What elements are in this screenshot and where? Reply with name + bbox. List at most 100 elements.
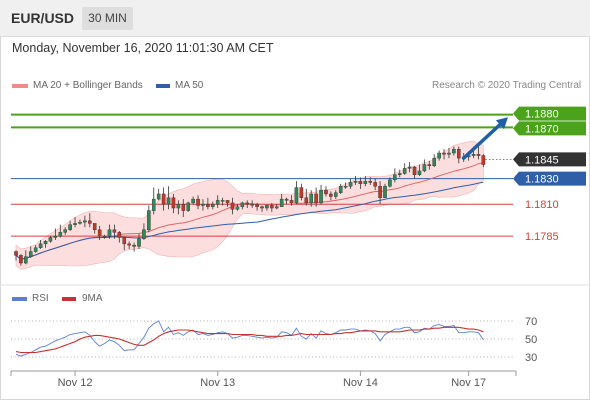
candle	[447, 147, 451, 159]
candle	[393, 168, 397, 183]
candle-body	[225, 200, 230, 204]
candle	[186, 201, 191, 212]
chart-credit: Research © 2020 Trading Central	[432, 80, 582, 91]
candle	[68, 220, 72, 232]
ma20-legend-label: MA 20 + Bollinger Bands	[33, 80, 143, 91]
candle-body	[206, 203, 210, 207]
rsi-legend-swatch	[12, 297, 27, 301]
candle	[422, 159, 427, 173]
candle	[137, 233, 141, 249]
candle-body	[43, 241, 48, 245]
candle	[87, 213, 92, 228]
candle	[260, 205, 264, 212]
candlesticks	[14, 142, 486, 266]
candle	[171, 193, 176, 214]
candle	[319, 185, 323, 205]
candle	[329, 191, 333, 201]
candle-body	[102, 235, 107, 238]
candle-body	[161, 193, 166, 205]
price-label-3: 1.1830	[525, 174, 559, 186]
candle-body	[363, 180, 368, 184]
candle-body	[388, 179, 392, 187]
candle	[363, 176, 368, 187]
candle-body	[270, 205, 274, 209]
candle-body	[112, 229, 117, 233]
bollinger-band	[15, 140, 484, 270]
candle-body	[274, 206, 279, 209]
rsi-tick-label: 50	[525, 334, 537, 346]
candle-body	[166, 197, 171, 205]
candle	[368, 177, 373, 185]
candle-body	[378, 186, 382, 198]
candle-body	[437, 152, 441, 159]
candle	[284, 197, 289, 205]
candle	[176, 200, 181, 215]
candle	[147, 205, 151, 233]
candle	[373, 178, 377, 191]
x-tick-label: Nov 12	[58, 377, 93, 389]
price-label-1: 1.1870	[525, 123, 559, 135]
candle-body	[294, 187, 299, 204]
candle	[191, 196, 195, 205]
candle-body	[132, 244, 136, 247]
candle	[388, 177, 392, 188]
candle	[63, 227, 67, 235]
candle	[78, 219, 82, 225]
candle	[92, 223, 97, 234]
price-tag-1	[513, 121, 586, 136]
candle	[48, 236, 53, 243]
up-right-arrow-icon	[461, 117, 508, 160]
price-label-5: 1.1785	[525, 231, 559, 243]
price-tag-0	[513, 106, 586, 121]
timeframe-button[interactable]: 30 MIN	[82, 7, 133, 30]
x-tick-label: Nov 14	[343, 377, 378, 389]
candle	[24, 250, 28, 265]
candle-body	[235, 206, 240, 210]
candle-body	[63, 229, 67, 233]
candle-body	[14, 251, 18, 256]
candle	[196, 195, 200, 210]
candle	[353, 176, 358, 185]
candle	[378, 181, 382, 205]
candle	[402, 163, 407, 175]
candle-body	[53, 235, 58, 238]
x-tick-label: Nov 13	[200, 377, 235, 389]
candle-body	[201, 203, 205, 206]
candle-body	[353, 180, 358, 183]
candle	[240, 201, 245, 210]
candle	[309, 190, 314, 207]
candle	[122, 237, 127, 251]
candle-body	[397, 173, 402, 175]
candle-body	[358, 180, 363, 184]
candle-body	[196, 198, 200, 206]
ma9-legend-swatch	[62, 297, 76, 301]
candle	[107, 224, 112, 239]
candle-body	[171, 197, 176, 209]
candle	[457, 146, 461, 164]
candle	[83, 215, 87, 228]
candle-body	[176, 203, 181, 209]
candle-body	[122, 237, 127, 245]
candle	[334, 190, 338, 200]
header-bar: EUR/USD 30 MIN	[0, 0, 590, 37]
candle	[265, 204, 269, 211]
candle-body	[78, 221, 82, 224]
candle-body	[265, 205, 269, 209]
candle-body	[38, 243, 43, 248]
candle-body	[338, 186, 343, 193]
ma50-legend-swatch	[156, 84, 170, 88]
candle	[38, 240, 43, 249]
candle-body	[393, 174, 397, 181]
candle	[417, 164, 422, 177]
rsi-tick-label: 30	[525, 352, 537, 364]
candle-body	[412, 166, 417, 175]
candle-body	[289, 200, 294, 204]
price-label-4: 1.1810	[525, 199, 559, 211]
candle-body	[373, 182, 377, 187]
candle-body	[329, 193, 333, 197]
candle	[201, 199, 205, 211]
candle-body	[186, 202, 191, 211]
candle	[432, 154, 437, 168]
candle	[397, 169, 402, 178]
candle	[338, 183, 343, 194]
